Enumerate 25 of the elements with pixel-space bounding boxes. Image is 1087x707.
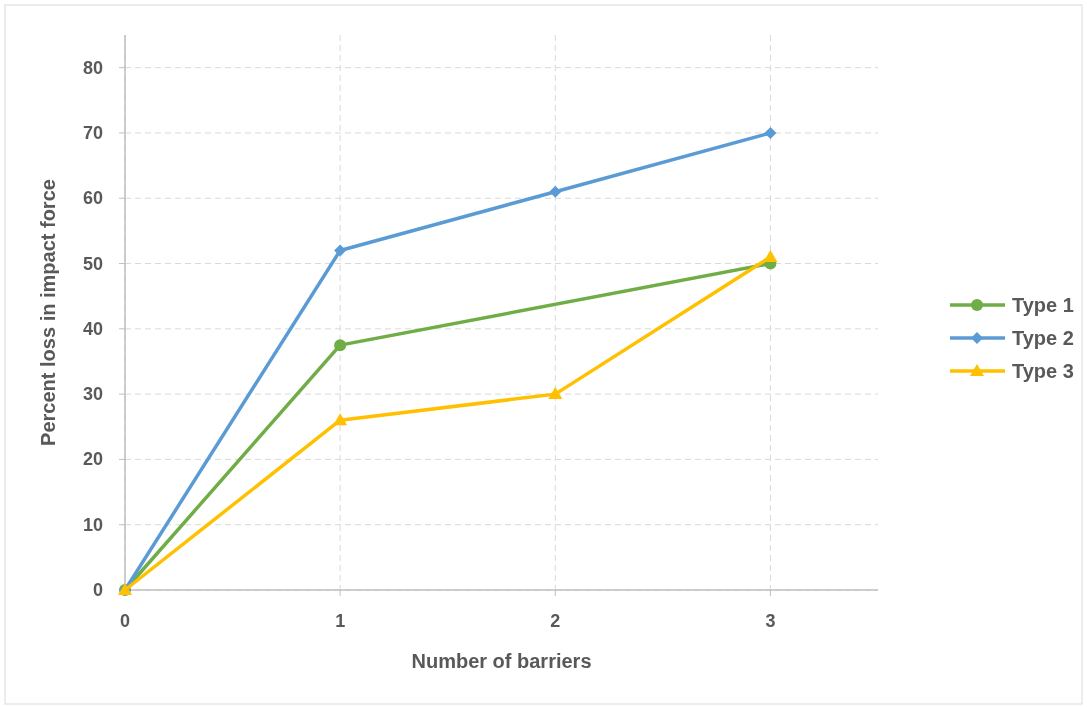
y-tick-label: 0 <box>92 580 103 600</box>
y-tick-label: 10 <box>82 514 103 535</box>
x-tick-label: 1 <box>335 611 346 631</box>
y-tick-label: 20 <box>82 449 103 470</box>
point <box>334 339 347 352</box>
legend-label: Type 1 <box>1012 294 1074 316</box>
y-axis-title: Percent loss in impact force <box>37 179 59 446</box>
point <box>334 244 347 257</box>
point <box>763 250 778 262</box>
y-tick-label: 50 <box>82 253 103 274</box>
y-tick-label: 80 <box>82 57 103 78</box>
y-tick-label: 70 <box>82 122 103 143</box>
legend-label: Type 3 <box>1012 360 1074 382</box>
y-tick-label: 30 <box>82 384 103 405</box>
x-tick-label: 3 <box>765 611 776 631</box>
point <box>549 185 562 198</box>
y-tick-label: 60 <box>82 188 103 209</box>
y-tick-label: 40 <box>82 318 103 339</box>
x-tick-label: 0 <box>119 611 131 631</box>
point <box>548 387 563 400</box>
point <box>333 413 348 426</box>
x-axis-title: Number of barriers <box>411 650 592 672</box>
legend-label: Type 2 <box>1012 327 1074 349</box>
x-tick-label: 2 <box>550 611 561 631</box>
point <box>764 126 777 139</box>
